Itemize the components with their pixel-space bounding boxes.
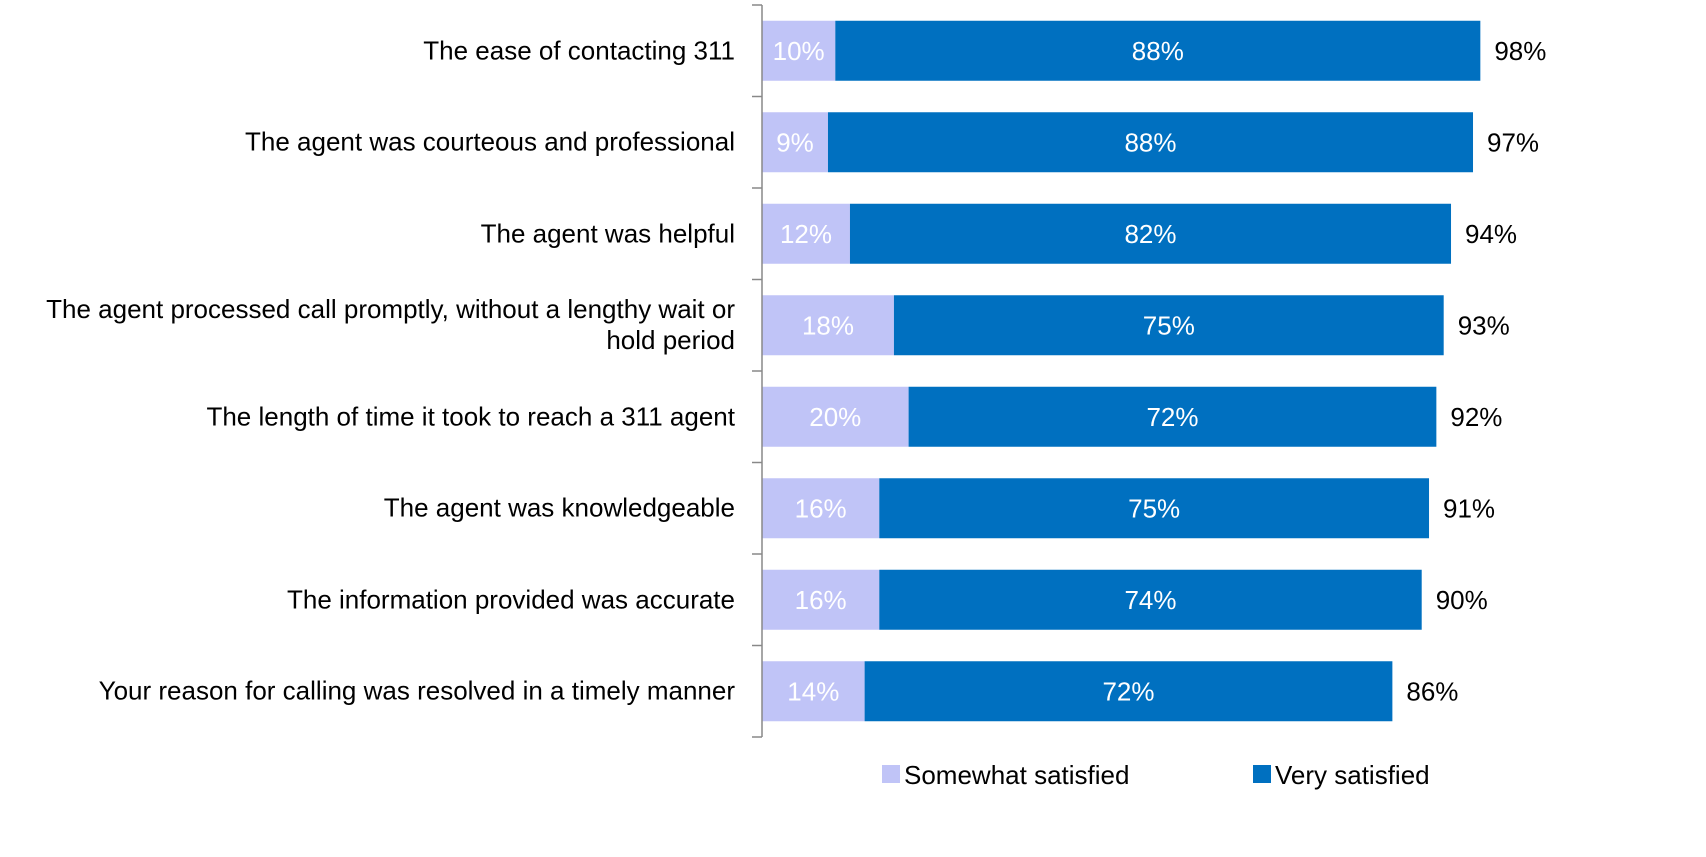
bar-segment [864, 661, 1393, 722]
bar-segment [893, 295, 1444, 356]
value-label: 16% [795, 585, 847, 615]
value-label: 18% [802, 310, 854, 340]
category-label: The length of time it took to reach a 31… [206, 401, 735, 432]
total-label: 93% [1458, 310, 1510, 340]
value-label: 72% [1102, 676, 1154, 706]
total-label: 98% [1494, 36, 1546, 66]
legend-swatch [882, 765, 900, 783]
value-label: 14% [787, 676, 839, 706]
bar-segment [762, 203, 850, 264]
legend-label: Very satisfied [1275, 760, 1430, 790]
legend-swatch [1253, 765, 1271, 783]
total-label: 97% [1487, 127, 1539, 157]
total-label: 92% [1450, 402, 1502, 432]
category-label: The agent processed call promptly, witho… [46, 294, 735, 356]
bar-segment [762, 661, 865, 722]
bar-segment [879, 569, 1422, 630]
total-label: 94% [1465, 219, 1517, 249]
category-label: The agent was courteous and professional [245, 126, 735, 157]
category-label: Your reason for calling was resolved in … [98, 675, 735, 706]
value-label: 12% [780, 219, 832, 249]
category-label: The information provided was accurate [286, 584, 735, 615]
category-label: The ease of contacting 311 [423, 35, 735, 66]
value-label: 72% [1146, 402, 1198, 432]
total-label: 91% [1443, 493, 1495, 523]
bar-segment [762, 20, 836, 81]
value-label: 82% [1124, 219, 1176, 249]
value-label: 74% [1124, 585, 1176, 615]
bar-segment [827, 112, 1474, 173]
value-label: 10% [773, 36, 825, 66]
category-label: The agent was knowledgeable [383, 492, 735, 523]
value-label: 75% [1143, 310, 1195, 340]
total-label: 90% [1436, 585, 1488, 615]
category-label: The agent was helpful [480, 218, 735, 249]
legend-label: Somewhat satisfied [904, 760, 1129, 790]
bar-segment [762, 295, 894, 356]
value-label: 16% [795, 493, 847, 523]
value-label: 75% [1128, 493, 1180, 523]
bar-segment [762, 112, 828, 173]
bar-segment [762, 478, 880, 539]
value-label: 88% [1124, 127, 1176, 157]
bar-segment [762, 569, 880, 630]
bar-segment [849, 203, 1452, 264]
total-label: 86% [1406, 676, 1458, 706]
value-label: 88% [1132, 36, 1184, 66]
value-label: 20% [809, 402, 861, 432]
value-label: 9% [776, 127, 814, 157]
bar-segment [879, 478, 1430, 539]
bar-segment [908, 386, 1437, 447]
bar-segment [835, 20, 1481, 81]
bar-segment [762, 386, 909, 447]
